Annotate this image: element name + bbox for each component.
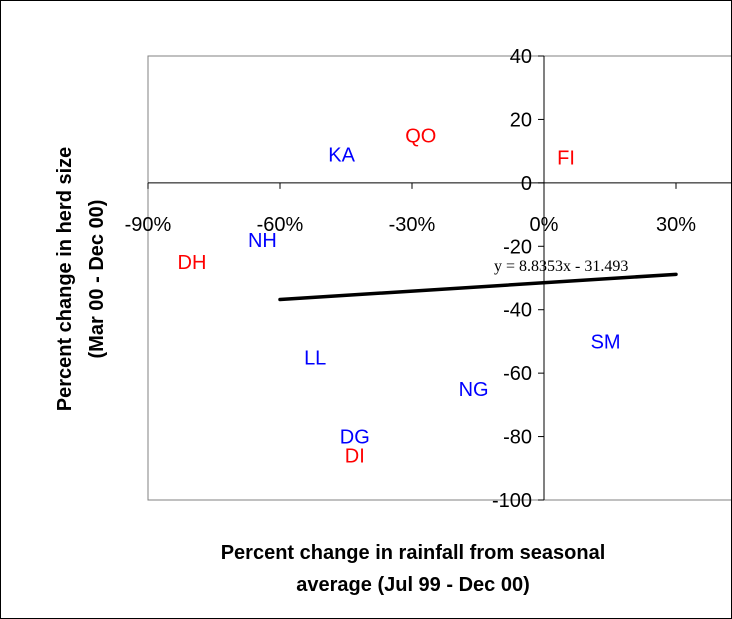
y-tick-label: -20: [503, 236, 532, 258]
x-tick-label: -60%: [257, 214, 304, 236]
point-label-dh: DH: [178, 252, 207, 274]
point-label-ll: LL: [304, 347, 326, 369]
y-tick-label: -100: [492, 490, 532, 512]
x-tick-labels: -90%-60%-30%0%30%60%: [125, 214, 697, 236]
y-tick-label: -60: [503, 363, 532, 385]
trendline-group: [278, 272, 678, 302]
point-label-ka: KA: [328, 144, 355, 166]
x-axis-title-line-1: Percent change in rainfall from seasonal: [221, 542, 606, 564]
point-label-dg: DG: [340, 427, 370, 449]
x-axis-title-line-2: average (Jul 99 - Dec 00): [296, 574, 529, 596]
y-tick-label: 40: [510, 46, 532, 68]
plot-area: [147, 55, 731, 501]
point-label-qo: QO: [405, 125, 436, 147]
axes: [147, 55, 731, 501]
x-tick-label: 0%: [530, 214, 559, 236]
y-tick-label: 0: [521, 173, 532, 195]
x-tick-label: 30%: [656, 214, 696, 236]
y-tick-labels: 40 20 0 -20 -40 -60 -80 -100: [492, 46, 532, 512]
point-label-di: DI: [345, 446, 365, 468]
x-tick-label: -90%: [125, 214, 172, 236]
point-label-ng: NG: [459, 379, 489, 401]
y-tick-label: -40: [503, 300, 532, 322]
trendline: [278, 272, 678, 302]
point-label-fi: FI: [557, 147, 575, 169]
point-label-sm: SM: [591, 331, 621, 353]
x-tick-label: -30%: [389, 214, 436, 236]
y-axis-title-line-1: Percent change in herd size: [54, 147, 76, 412]
y-tick-label: 20: [510, 109, 532, 131]
y-axis-title-line-2: (Mar 00 - Dec 00): [86, 200, 108, 359]
trendline-equation: y = 8.8353x - 31.493: [494, 258, 628, 275]
point-label-nh: NH: [248, 230, 277, 252]
y-tick-label: -80: [503, 427, 532, 449]
